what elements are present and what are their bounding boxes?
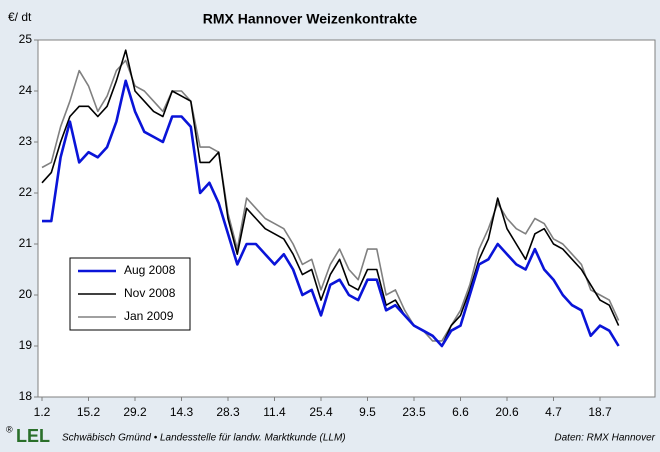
x-tick-label: 4.7 <box>545 405 562 419</box>
series-line <box>41 59 620 342</box>
series-line <box>41 49 620 347</box>
y-tick-label: 18 <box>19 389 33 403</box>
logo: LEL <box>16 426 50 446</box>
x-tick-label: 11.4 <box>263 405 286 419</box>
y-axis-label: €/ dt <box>8 10 32 24</box>
x-tick-label: 6.6 <box>452 405 469 419</box>
plot-area <box>37 39 656 398</box>
legend-label: Nov 2008 <box>124 286 176 300</box>
logo-mark: ® <box>6 424 13 434</box>
y-tick-label: 21 <box>19 236 33 250</box>
x-tick-label: 23.5 <box>402 405 426 419</box>
y-tick-label: 25 <box>19 32 33 46</box>
x-tick-label: 28.3 <box>216 405 240 419</box>
y-tick-label: 24 <box>19 83 33 97</box>
x-tick-label: 15.2 <box>77 405 101 419</box>
legend-label: Jan 2009 <box>124 309 174 323</box>
x-tick-label: 25.4 <box>309 405 333 419</box>
y-tick-label: 22 <box>19 185 33 199</box>
legend-label: Aug 2008 <box>124 263 176 277</box>
x-tick-label: 20.6 <box>495 405 519 419</box>
series-line <box>42 79 620 348</box>
y-tick-label: 19 <box>19 338 33 352</box>
x-tick-label: 14.3 <box>170 405 194 419</box>
y-tick-label: 20 <box>19 287 33 301</box>
credit: Schwäbisch Gmünd • Landesstelle für land… <box>62 433 346 444</box>
source: Daten: RMX Hannover <box>554 433 655 444</box>
chart-title: RMX Hannover Weizenkontrakte <box>203 11 418 27</box>
y-tick-label: 23 <box>19 134 33 148</box>
x-tick-label: 18.7 <box>588 405 612 419</box>
x-tick-label: 9.5 <box>359 405 376 419</box>
x-tick-label: 1.2 <box>34 405 51 419</box>
x-tick-label: 29.2 <box>123 405 147 419</box>
